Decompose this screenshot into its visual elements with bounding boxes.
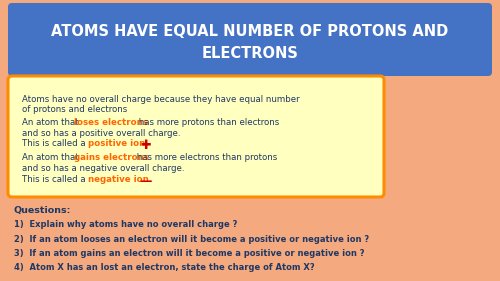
Text: loses electrons: loses electrons (74, 118, 148, 127)
FancyBboxPatch shape (8, 3, 492, 76)
Text: An atom that: An atom that (22, 118, 82, 127)
Text: has more protons than electrons: has more protons than electrons (136, 118, 279, 127)
Text: ELECTRONS: ELECTRONS (202, 46, 298, 62)
Text: gains electrons: gains electrons (74, 153, 149, 162)
Text: 1)  Explain why atoms have no overall charge ?: 1) Explain why atoms have no overall cha… (14, 220, 237, 229)
Text: 4)  Atom X has an lost an electron, state the charge of Atom X?: 4) Atom X has an lost an electron, state… (14, 264, 314, 273)
Text: An atom that: An atom that (22, 153, 82, 162)
Text: of protons and electrons: of protons and electrons (22, 105, 127, 114)
Text: ATOMS HAVE EQUAL NUMBER OF PROTONS AND: ATOMS HAVE EQUAL NUMBER OF PROTONS AND (52, 24, 448, 38)
Text: has more electrons than protons: has more electrons than protons (134, 153, 277, 162)
Text: This is called a: This is called a (22, 175, 88, 183)
FancyBboxPatch shape (8, 76, 384, 197)
Text: 2)  If an atom looses an electron will it become a positive or negative ion ?: 2) If an atom looses an electron will it… (14, 235, 369, 244)
Text: 3)  If an atom gains an electron will it become a positive or negative ion ?: 3) If an atom gains an electron will it … (14, 249, 364, 258)
Text: positive ion.: positive ion. (88, 139, 148, 148)
Text: This is called a: This is called a (22, 139, 88, 148)
Text: ✚: ✚ (140, 139, 150, 152)
Text: Atoms have no overall charge because they have equal number: Atoms have no overall charge because the… (22, 95, 299, 104)
Text: and so has a positive overall charge.: and so has a positive overall charge. (22, 128, 180, 137)
Text: Questions:: Questions: (14, 206, 72, 215)
Text: —: — (139, 175, 151, 187)
Text: negative ion.: negative ion. (88, 175, 152, 183)
Text: and so has a negative overall charge.: and so has a negative overall charge. (22, 164, 184, 173)
